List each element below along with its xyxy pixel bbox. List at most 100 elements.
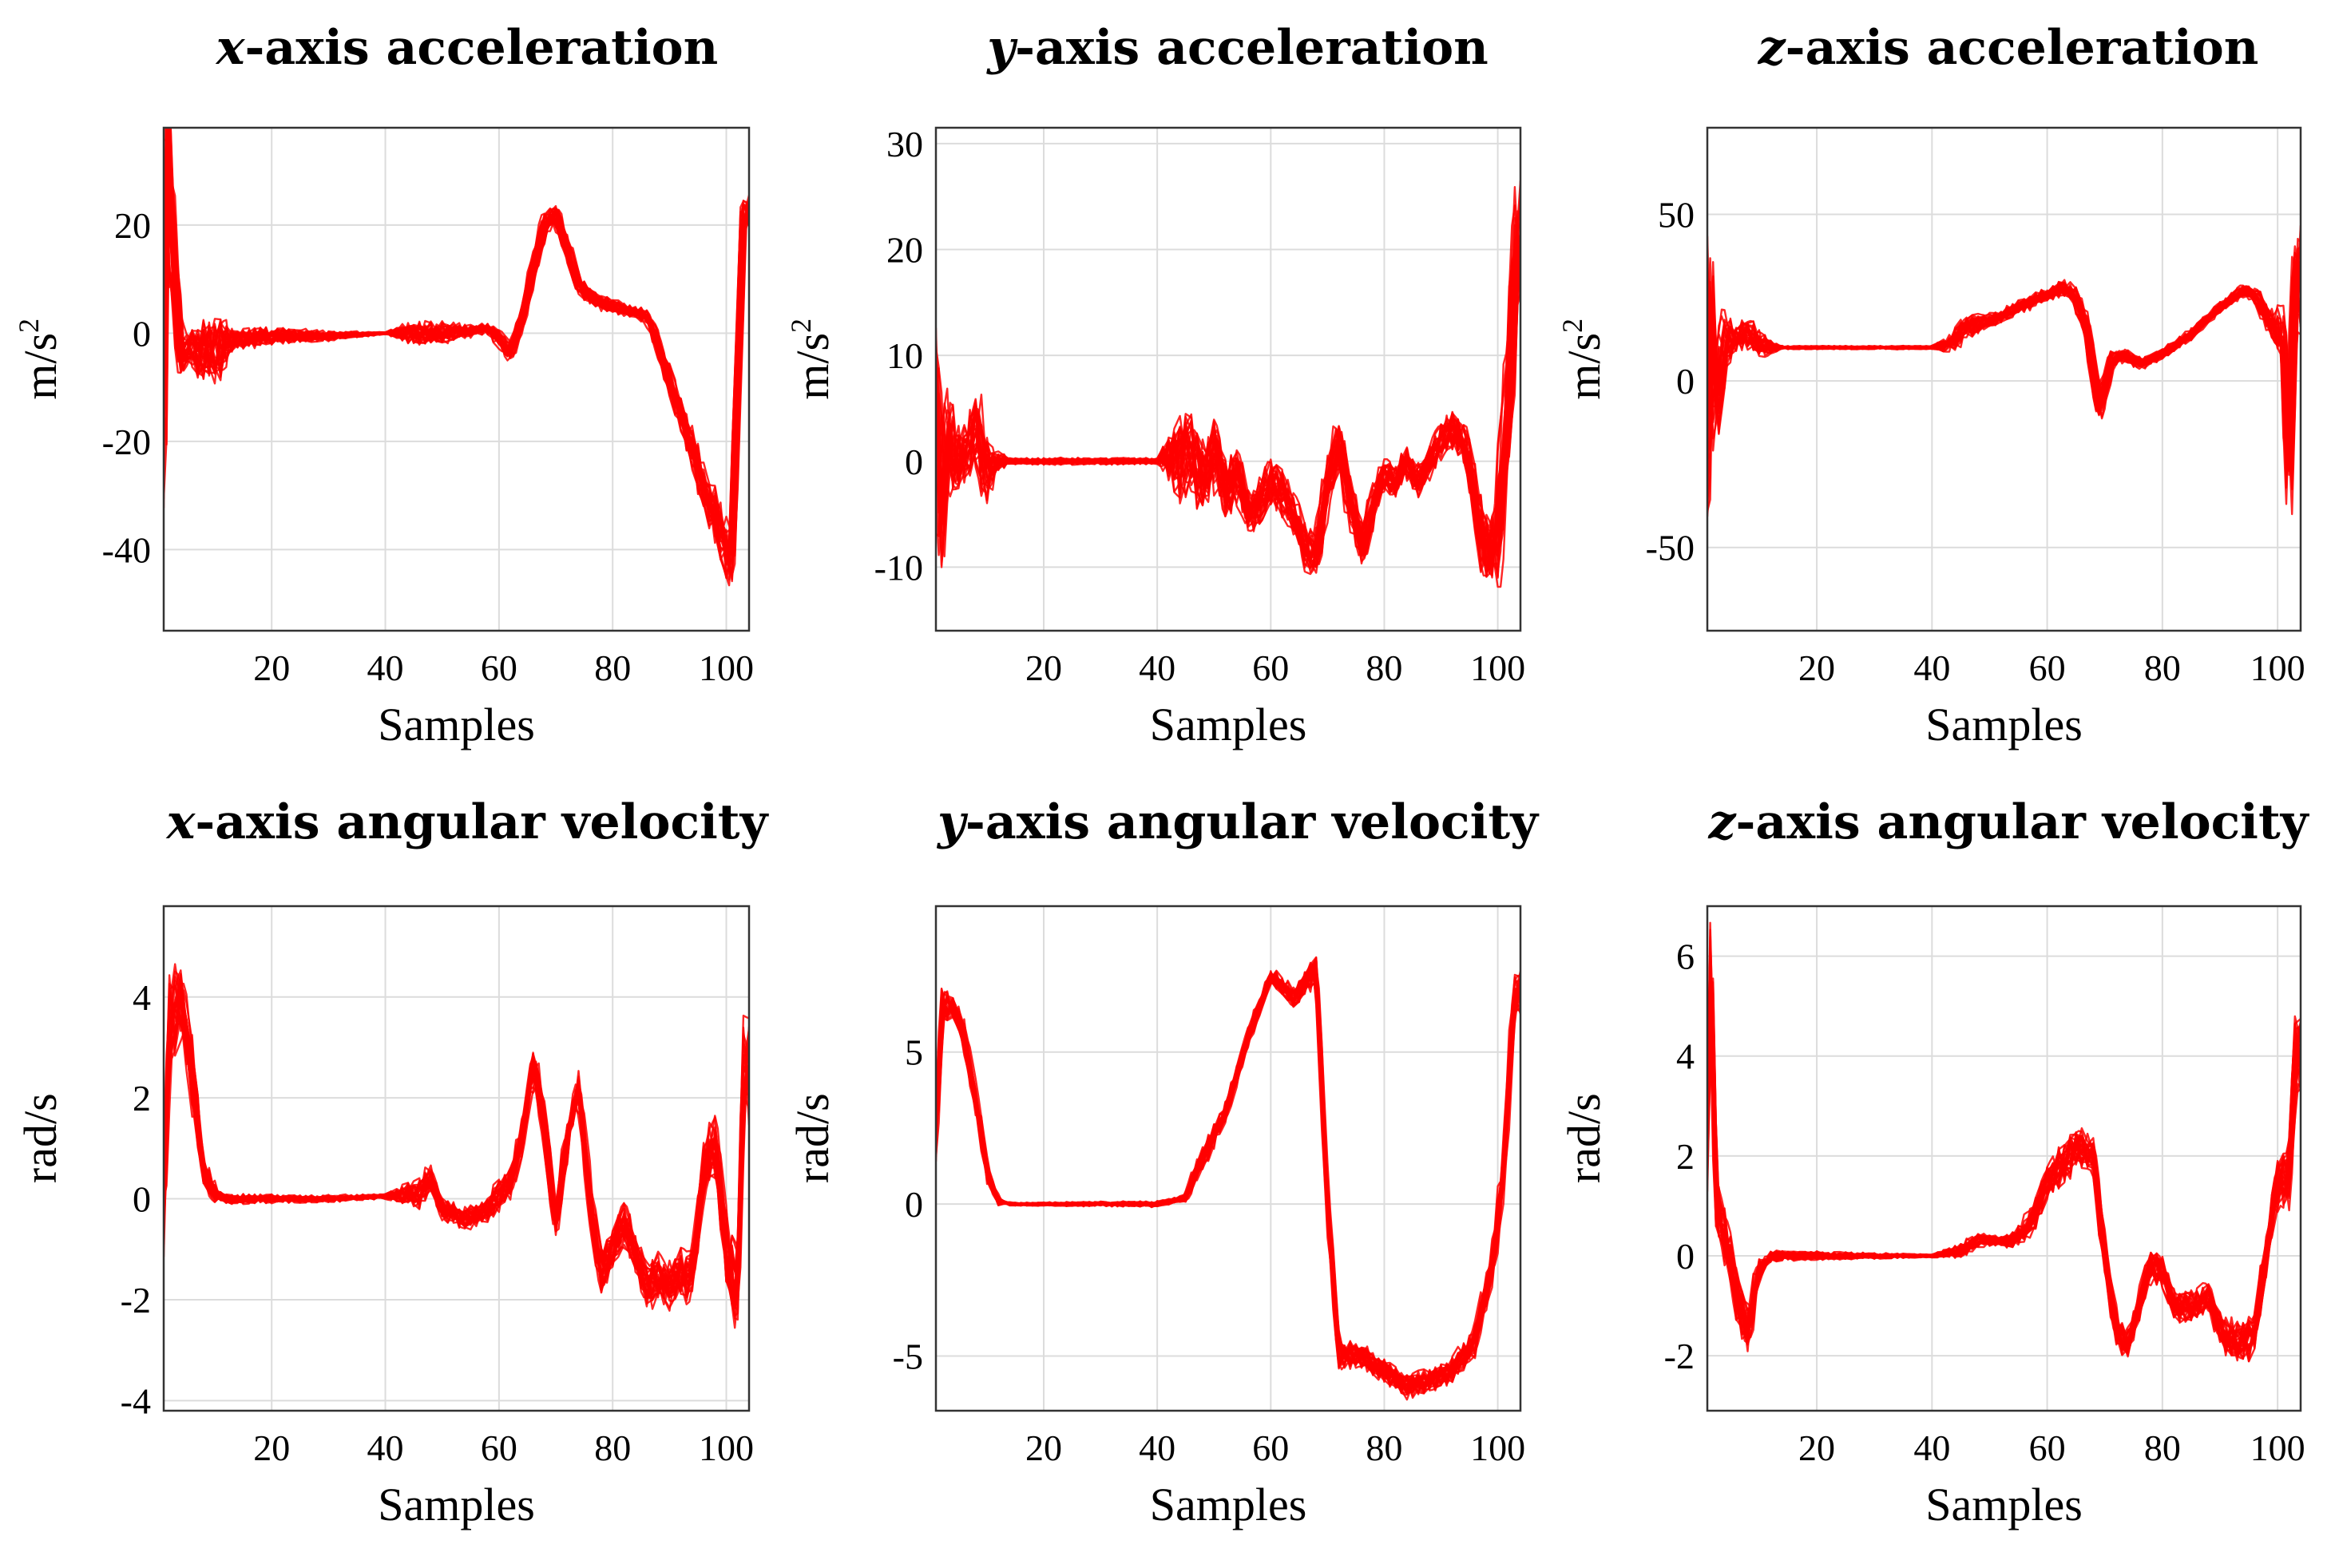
y-tick-label: 2 [133, 1078, 151, 1119]
plot-frame [1706, 905, 2302, 1412]
chart-gyro-y: y-axis angular velocity 20 40 60 80 100 -5 0 5 Sa… [787, 794, 1540, 1530]
y-axis-label: rad/s [1558, 1093, 1610, 1183]
chart-title-text: -axis angular velocity [1736, 794, 2310, 850]
x-tick-label: 80 [1366, 1427, 1402, 1468]
x-tick-label: 100 [699, 647, 754, 688]
x-tick-label: 100 [2250, 1427, 2305, 1468]
chart-title-text: -axis angular velocity [195, 794, 769, 850]
chart-title-variable: z [1707, 794, 1737, 850]
x-axis-label: Samples [1150, 1479, 1307, 1530]
chart-title-variable: y [985, 20, 1018, 76]
signal-trace [164, 982, 749, 1302]
y-tick-label: 0 [905, 441, 923, 482]
x-tick-label: 60 [481, 1427, 517, 1468]
plot-area [936, 128, 1520, 631]
signal-trace [1707, 952, 2301, 1363]
x-tick-label: 20 [1798, 1427, 1835, 1468]
x-tick-label: 100 [1470, 1427, 1525, 1468]
x-axis-label: Samples [1925, 1479, 2083, 1530]
plot-area [164, 906, 749, 1411]
y-tick-label: 6 [1676, 936, 1695, 977]
chart-title-text: -axis acceleration [245, 20, 719, 76]
signal-trace [1707, 993, 2301, 1352]
x-tick-label: 20 [253, 1427, 290, 1468]
chart-title-text: -axis angular velocity [965, 794, 1540, 850]
x-tick-label: 40 [1913, 647, 1950, 688]
plot-frame [162, 126, 751, 632]
x-axis-label: Samples [1150, 699, 1307, 750]
y-tick-label: 0 [1676, 1236, 1695, 1277]
x-tick-label: 20 [1025, 1427, 1062, 1468]
x-tick-label: 20 [1025, 647, 1062, 688]
y-tick-label: -4 [121, 1380, 151, 1421]
trace-group [164, 128, 749, 587]
x-axis-label: Samples [378, 1479, 535, 1530]
signal-trace [164, 975, 749, 1321]
y-tick-label: 20 [886, 230, 923, 271]
chart-acc-z: z-axis acceleration 20 40 60 80 100 -50 0 50 Samp… [1556, 20, 2305, 750]
chart-gyro-x: x-axis angular velocity 20 40 60 80 100 -4 -2 0 2… [14, 794, 770, 1530]
y-axis-label-superscript: 2 [785, 319, 817, 333]
y-axis-label: m/s2 [13, 319, 66, 400]
y-tick-label: 2 [1676, 1136, 1695, 1177]
y-tick-label: -2 [1664, 1336, 1695, 1376]
chart-title: z-axis acceleration [1758, 20, 2259, 76]
y-axis-label-unit: rad/s [787, 1093, 838, 1183]
chart-title-variable: x [165, 794, 196, 850]
y-tick-label: -5 [893, 1336, 923, 1376]
signal-trace [164, 974, 749, 1329]
y-axis-label: m/s2 [1556, 319, 1610, 400]
chart-title: y-axis acceleration [985, 20, 1489, 76]
trace-group [936, 956, 1520, 1401]
x-tick-label: 40 [1139, 1427, 1175, 1468]
y-tick-label: 5 [905, 1032, 923, 1073]
y-tick-label: 0 [905, 1184, 923, 1225]
plot-frame [934, 126, 1522, 632]
x-tick-label: 40 [1139, 647, 1175, 688]
x-tick-label: 100 [1470, 647, 1525, 688]
chart-title-text: -axis acceleration [1015, 20, 1489, 76]
plot-frame [934, 905, 1522, 1412]
y-axis-label: m/s2 [785, 319, 838, 400]
x-tick-label: 100 [699, 1427, 754, 1468]
x-tick-label: 60 [1252, 1427, 1289, 1468]
chart-title-variable: z [1758, 20, 1787, 76]
x-tick-label: 40 [1913, 1427, 1950, 1468]
y-tick-label: 10 [886, 335, 923, 376]
y-tick-label: 0 [133, 313, 151, 354]
plot-area [1707, 906, 2301, 1411]
x-tick-label: 60 [2029, 647, 2066, 688]
y-axis-label-superscript: 2 [13, 319, 45, 333]
chart-title: z-axis angular velocity [1707, 794, 2309, 850]
x-tick-label: 40 [367, 647, 404, 688]
x-tick-label: 20 [253, 647, 290, 688]
y-tick-label: -20 [102, 422, 151, 462]
chart-title: x-axis angular velocity [165, 794, 770, 850]
x-tick-label: 80 [2144, 1427, 2181, 1468]
plot-area [936, 906, 1520, 1411]
x-tick-label: 40 [367, 1427, 404, 1468]
x-axis-label: Samples [378, 699, 535, 750]
trace-group [936, 180, 1520, 588]
plot-area [164, 128, 749, 631]
trace-group [1707, 921, 2301, 1363]
trace-group [1707, 225, 2301, 517]
signal-trace [936, 969, 1520, 1391]
chart-title-text: -axis acceleration [1786, 20, 2259, 76]
y-axis-label-unit: rad/s [14, 1093, 66, 1183]
y-tick-label: 20 [114, 205, 151, 246]
y-axis-label-unit: m/s [787, 333, 838, 400]
y-tick-label: 30 [886, 124, 923, 164]
x-tick-label: 60 [2029, 1427, 2066, 1468]
y-tick-label: -2 [121, 1280, 151, 1321]
signal-trace [936, 244, 1520, 575]
x-tick-label: 60 [1252, 647, 1289, 688]
y-axis-label-unit: m/s [1558, 333, 1610, 400]
y-tick-label: -50 [1646, 528, 1695, 568]
chart-title: y-axis angular velocity [936, 794, 1540, 850]
y-tick-label: 0 [133, 1179, 151, 1220]
plot-frame [1706, 126, 2302, 632]
x-tick-label: 20 [1798, 647, 1835, 688]
chart-acc-x: x-axis acceleration 20 40 60 80 100 -40 -20 0 20 S… [13, 20, 754, 750]
